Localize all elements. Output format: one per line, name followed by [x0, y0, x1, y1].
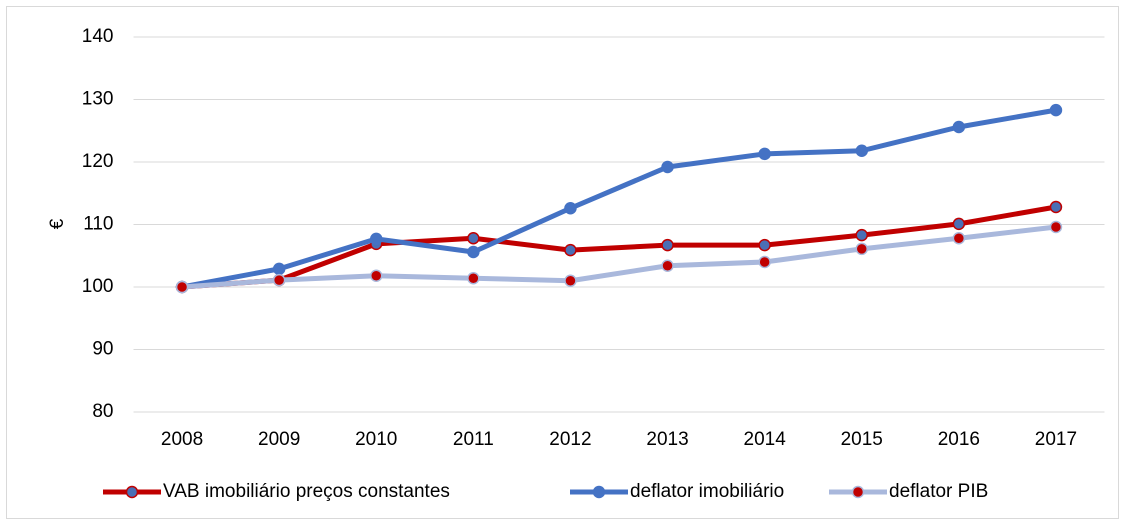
x-tick-label: 2010 [355, 429, 397, 450]
x-tick-label: 2014 [744, 429, 787, 450]
data-point [467, 272, 480, 285]
data-point [564, 202, 577, 215]
legend-label: VAB imobiliário preços constantes [163, 481, 450, 502]
data-point [855, 228, 868, 242]
legend-marker [592, 485, 606, 499]
data-point [758, 238, 771, 252]
data-point [370, 269, 383, 282]
legend-marker [125, 485, 139, 499]
data-point [661, 238, 674, 252]
data-point [467, 232, 480, 245]
y-tick-label: 140 [82, 26, 114, 47]
series-line [181, 204, 1057, 290]
x-tick-label: 2012 [549, 429, 591, 450]
legend-label: deflator PIB [889, 481, 988, 502]
data-point [661, 160, 674, 174]
x-tick-label: 2016 [938, 429, 980, 450]
y-tick-label: 80 [92, 401, 113, 422]
x-tick-label: 2017 [1035, 429, 1077, 450]
x-tick-label: 2011 [453, 429, 494, 450]
x-tick-label: 2013 [646, 429, 688, 450]
data-point [855, 144, 868, 157]
data-point [272, 273, 286, 287]
data-point [855, 242, 868, 256]
data-point [952, 232, 966, 245]
legend-label: deflator imobiliário [630, 481, 784, 502]
data-point [467, 245, 480, 259]
data-point [1049, 200, 1063, 214]
data-point [564, 243, 577, 257]
y-axis-label: € [47, 218, 68, 229]
chart-border [6, 6, 1119, 519]
data-point [661, 259, 674, 272]
series-line [181, 107, 1057, 290]
data-point [1049, 103, 1063, 117]
x-tick-label: 2009 [258, 429, 300, 450]
data-point [564, 274, 577, 287]
data-point [952, 217, 966, 231]
x-tick-label: 2008 [161, 429, 203, 450]
y-tick-label: 110 [83, 214, 113, 235]
data-point [758, 255, 771, 269]
legend-marker [851, 485, 865, 499]
data-point [758, 147, 771, 161]
data-point [1049, 220, 1063, 234]
y-tick-label: 130 [82, 89, 114, 110]
y-tick-label: 100 [82, 276, 114, 297]
data-point [370, 232, 383, 246]
data-point [175, 280, 189, 294]
series-line [181, 224, 1057, 290]
x-tick-label: 2015 [841, 429, 883, 450]
data-point [952, 120, 966, 134]
y-tick-label: 120 [82, 151, 114, 172]
y-tick-label: 90 [92, 339, 113, 360]
data-point [272, 262, 286, 276]
